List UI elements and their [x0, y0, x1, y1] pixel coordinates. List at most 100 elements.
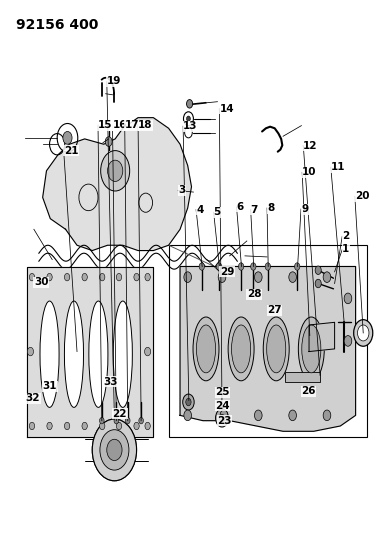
- Circle shape: [145, 273, 150, 281]
- Circle shape: [220, 410, 228, 421]
- Text: 16: 16: [113, 120, 127, 130]
- Text: 11: 11: [331, 162, 345, 172]
- Circle shape: [323, 272, 331, 282]
- Circle shape: [126, 417, 130, 424]
- Text: 32: 32: [26, 393, 40, 403]
- Text: 22: 22: [113, 409, 127, 419]
- Circle shape: [289, 410, 296, 421]
- Text: 20: 20: [355, 191, 369, 201]
- Circle shape: [344, 293, 352, 304]
- Text: 9: 9: [301, 204, 308, 214]
- Ellipse shape: [263, 317, 289, 381]
- Text: 12: 12: [303, 141, 318, 151]
- Circle shape: [250, 263, 256, 270]
- Circle shape: [184, 410, 192, 421]
- Circle shape: [29, 273, 34, 281]
- Circle shape: [139, 417, 143, 424]
- Text: 5: 5: [214, 207, 221, 217]
- Circle shape: [114, 417, 119, 424]
- Text: 7: 7: [250, 205, 258, 215]
- Circle shape: [134, 273, 139, 281]
- Circle shape: [100, 430, 129, 470]
- Circle shape: [216, 263, 222, 270]
- Text: 2: 2: [342, 231, 349, 241]
- Polygon shape: [43, 118, 192, 251]
- Text: 10: 10: [302, 167, 317, 177]
- Ellipse shape: [113, 301, 133, 407]
- Circle shape: [100, 417, 104, 424]
- Circle shape: [184, 272, 192, 282]
- Circle shape: [92, 419, 137, 481]
- Circle shape: [107, 439, 122, 461]
- Circle shape: [105, 137, 112, 147]
- Text: 30: 30: [34, 278, 48, 287]
- Text: 21: 21: [64, 146, 78, 156]
- Circle shape: [265, 263, 270, 270]
- Circle shape: [116, 422, 122, 430]
- Polygon shape: [309, 322, 335, 352]
- Circle shape: [101, 151, 130, 191]
- Circle shape: [108, 160, 123, 181]
- Text: 29: 29: [220, 267, 234, 277]
- Text: 1: 1: [342, 245, 349, 254]
- Text: 92156 400: 92156 400: [16, 18, 98, 31]
- Ellipse shape: [196, 325, 216, 373]
- Circle shape: [82, 422, 87, 430]
- Circle shape: [323, 410, 331, 421]
- Text: 19: 19: [107, 77, 121, 86]
- Circle shape: [82, 273, 87, 281]
- Circle shape: [29, 422, 34, 430]
- Text: 25: 25: [215, 387, 230, 398]
- Circle shape: [116, 273, 122, 281]
- Circle shape: [219, 414, 225, 422]
- Circle shape: [63, 132, 72, 144]
- Text: 8: 8: [267, 203, 274, 213]
- Ellipse shape: [193, 317, 219, 381]
- Text: 3: 3: [178, 185, 185, 196]
- Text: 13: 13: [183, 121, 198, 131]
- Circle shape: [199, 263, 205, 270]
- Circle shape: [289, 272, 296, 282]
- Circle shape: [295, 263, 300, 270]
- Circle shape: [357, 325, 369, 341]
- Circle shape: [100, 273, 105, 281]
- Text: 6: 6: [237, 202, 244, 212]
- Text: 18: 18: [138, 120, 152, 130]
- Text: 14: 14: [219, 103, 234, 114]
- Circle shape: [239, 263, 244, 270]
- Text: 15: 15: [98, 120, 113, 130]
- Ellipse shape: [267, 325, 286, 373]
- Circle shape: [254, 272, 262, 282]
- Text: 26: 26: [301, 386, 316, 397]
- Ellipse shape: [40, 301, 59, 407]
- Ellipse shape: [64, 301, 83, 407]
- Circle shape: [187, 100, 193, 108]
- Text: 23: 23: [218, 416, 232, 426]
- Polygon shape: [28, 266, 153, 437]
- Circle shape: [144, 348, 151, 356]
- Circle shape: [145, 422, 150, 430]
- Circle shape: [92, 419, 137, 481]
- Text: 27: 27: [267, 305, 282, 315]
- Circle shape: [254, 410, 262, 421]
- Circle shape: [186, 398, 191, 406]
- Ellipse shape: [302, 325, 321, 373]
- Circle shape: [354, 320, 373, 346]
- Circle shape: [47, 422, 52, 430]
- Bar: [169, 245, 367, 437]
- Ellipse shape: [89, 301, 108, 407]
- Text: 17: 17: [125, 120, 139, 130]
- Text: 28: 28: [247, 289, 261, 299]
- Text: 33: 33: [103, 377, 118, 387]
- Ellipse shape: [298, 317, 324, 381]
- Circle shape: [315, 279, 321, 288]
- Text: 4: 4: [196, 205, 203, 215]
- Circle shape: [183, 394, 194, 410]
- Circle shape: [64, 422, 70, 430]
- Bar: [285, 372, 320, 382]
- Circle shape: [47, 273, 52, 281]
- Ellipse shape: [228, 317, 254, 381]
- Circle shape: [344, 336, 352, 346]
- Circle shape: [187, 116, 190, 122]
- Ellipse shape: [232, 325, 250, 373]
